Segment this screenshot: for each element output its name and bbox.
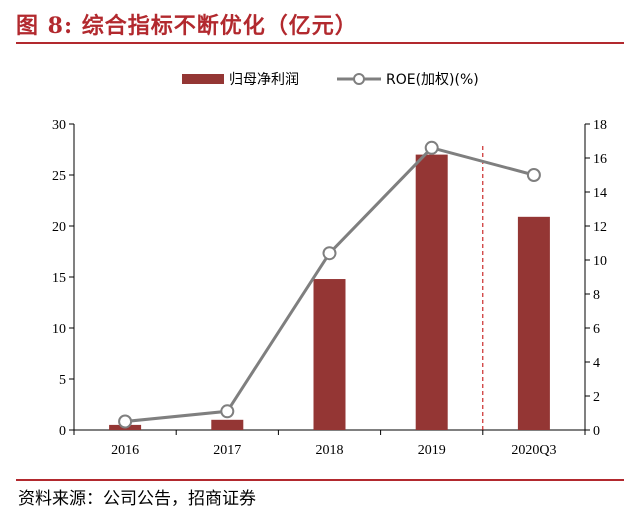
y-left-tick-label: 30 [52,118,66,133]
title-bar: 图 8: 综合指标不断优化（亿元） [0,0,640,44]
bar [415,154,448,430]
y-right-tick-label: 6 [593,322,600,337]
legend-label-roe: ROE(加权)(%) [386,72,479,88]
y-left-tick-label: 0 [59,424,66,439]
bar [211,419,244,430]
y-right-tick-label: 14 [593,186,607,201]
x-tick-label: 2019 [418,443,446,458]
y-right-tick-label: 2 [593,390,600,405]
legend-label-profit: 归母净利润 [229,71,299,88]
y-right-tick-label: 18 [593,118,607,133]
y-right-tick-label: 8 [593,288,600,303]
line-series [118,140,541,429]
legend-marker-roe [353,73,365,85]
legend-swatch-profit [182,74,224,84]
y-left-tick-label: 15 [52,271,66,286]
title-rule [16,42,624,44]
y-right-tick-label: 10 [593,254,607,269]
bar [313,279,346,430]
y-left-tick-label: 10 [52,322,66,337]
source-note: 资料来源：公司公告，招商证券 [18,489,256,509]
roe-point [424,140,439,155]
x-tick-label: 2018 [316,443,344,458]
chart: 归母净利润 ROE(加权)(%) 0 5 10 15 20 25 30 0 2 4 6 8 10 12 14… [52,71,607,458]
y-right-tick-label: 4 [593,356,600,371]
bar-series [109,154,550,430]
x-tick-label: 2017 [213,443,241,458]
bar [517,216,550,430]
roe-point [220,404,235,419]
y-left-tick-label: 20 [52,220,66,235]
y-right-tick-label: 0 [593,424,600,439]
source-rule [16,479,624,481]
roe-point [118,414,133,429]
y-right-tick-label: 12 [593,220,607,235]
x-tick-label: 2020Q3 [511,443,556,458]
legend: 归母净利润 ROE(加权)(%) [182,71,479,88]
axes: 0 5 10 15 20 25 30 0 2 4 6 8 10 12 14 16 18 2016 2017 2018 2… [52,118,607,458]
roe-point [526,168,541,182]
y-left-tick-label: 25 [52,169,66,184]
y-right-tick-label: 16 [593,152,607,167]
roe-point [322,246,337,261]
x-tick-label: 2016 [111,443,139,458]
y-left-tick-label: 5 [59,373,66,388]
figure-title: 图 8: 综合指标不断优化（亿元） [16,13,358,39]
